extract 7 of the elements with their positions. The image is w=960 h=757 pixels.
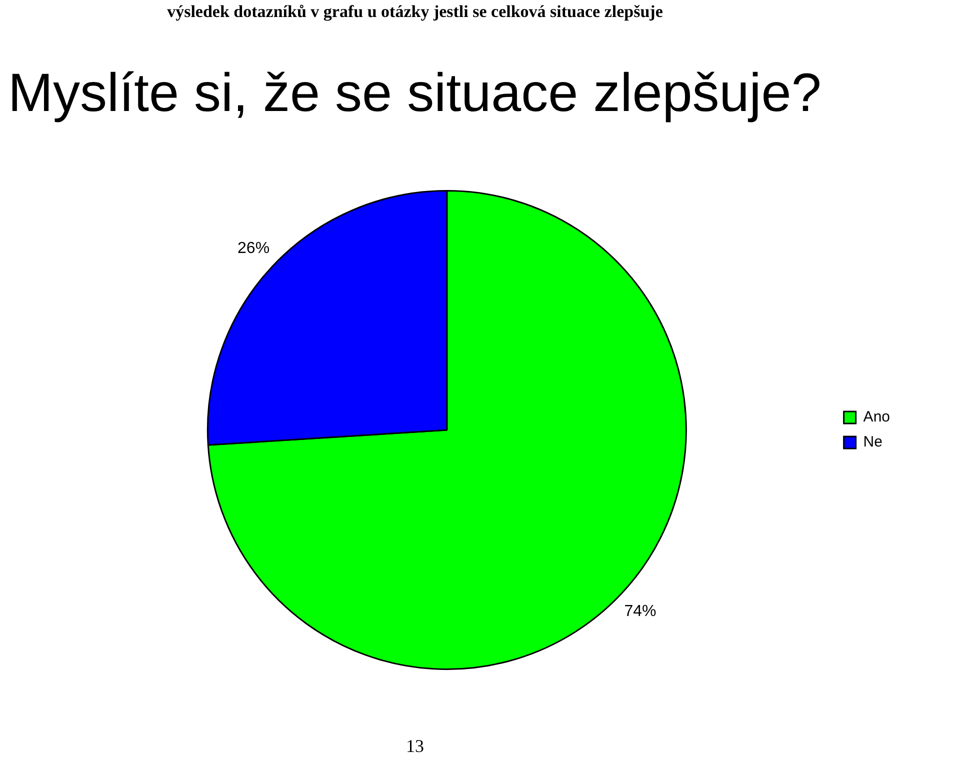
chart-title: Myslíte si, že se situace zlepšuje? [8,62,822,124]
chart-subtitle: výsledek dotazníků v grafu u otázky jestli se celková situace zlepšuje [166,2,664,22]
text: 13 [405,736,425,757]
data-label: 74% [624,602,656,620]
legend-label: Ano [863,408,890,426]
legend-label: Ne [863,434,882,451]
data-label: 26% [238,240,270,257]
